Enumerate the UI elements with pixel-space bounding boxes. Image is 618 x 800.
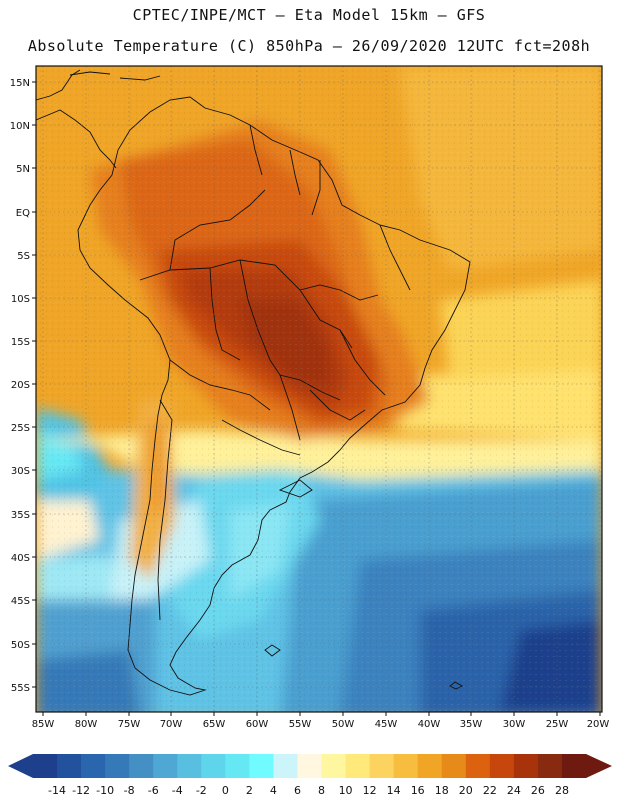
longitude-labels: 85W 80W 75W 70W 65W 60W 55W 50W 45W 40W … <box>32 719 610 730</box>
lat-label: 40S <box>11 553 30 564</box>
lat-label: 15N <box>10 78 30 89</box>
colorbar-label: -2 <box>196 784 207 797</box>
lat-label: 5N <box>16 164 30 175</box>
colorbar-swatch <box>465 754 491 778</box>
colorbar-label: -6 <box>148 784 159 797</box>
lat-label: 5S <box>17 251 30 262</box>
colorbar-low-arrow <box>8 754 33 778</box>
colorbar-swatch <box>393 754 419 778</box>
colorbar-label: 28 <box>555 784 569 797</box>
colorbar-swatch <box>417 754 443 778</box>
colorbar-label: 8 <box>318 784 325 797</box>
colorbar-swatch <box>297 754 323 778</box>
colorbar-swatch <box>537 754 563 778</box>
colorbar-swatch <box>57 754 82 778</box>
colorbar-label: 22 <box>483 784 497 797</box>
colorbar-label: 14 <box>387 784 401 797</box>
colorbar-swatch <box>321 754 347 778</box>
colorbar-swatch <box>225 754 250 778</box>
lat-label: 55S <box>11 683 30 694</box>
colorbar-label: 4 <box>270 784 277 797</box>
lon-label: 75W <box>118 719 141 730</box>
colorbar-swatch <box>81 754 106 778</box>
colorbar-label: 12 <box>363 784 377 797</box>
lon-label: 80W <box>75 719 98 730</box>
colorbar-swatch <box>201 754 226 778</box>
map-frame <box>35 65 603 713</box>
colorbar-swatch <box>345 754 371 778</box>
lon-label: 55W <box>289 719 312 730</box>
lon-label: 45W <box>375 719 398 730</box>
colorbar-label: 24 <box>507 784 521 797</box>
map-title-model: CPTEC/INPE/MCT – Eta Model 15km – GFS <box>132 6 486 24</box>
colorbar-label: 2 <box>246 784 253 797</box>
lat-label: 35S <box>11 510 30 521</box>
lat-label: 10N <box>10 121 30 132</box>
colorbar-swatch <box>369 754 395 778</box>
lat-label: 10S <box>11 294 30 305</box>
colorbar-swatch <box>153 754 178 778</box>
lon-label: 25W <box>546 719 569 730</box>
colorbar-label: 10 <box>339 784 353 797</box>
lon-label: 35W <box>460 719 483 730</box>
lon-label: 20W <box>587 719 610 730</box>
latitude-labels: 15N 10N 5N EQ 5S 10S 15S 20S 25S 30S 35S… <box>10 78 30 694</box>
lon-label: 85W <box>32 719 55 730</box>
colorbar-label: 0 <box>222 784 229 797</box>
colorbar-label: 6 <box>294 784 301 797</box>
colorbar-label: 16 <box>411 784 425 797</box>
lon-label: 50W <box>332 719 355 730</box>
colorbar-swatch <box>561 754 587 778</box>
lat-label: 25S <box>11 423 30 434</box>
colorbar-swatch <box>105 754 130 778</box>
lon-label: 30W <box>503 719 526 730</box>
colorbar-swatch <box>129 754 154 778</box>
colorbar-label: 26 <box>531 784 545 797</box>
lat-label: 30S <box>11 466 30 477</box>
colorbar-label: 18 <box>435 784 449 797</box>
temperature-field <box>36 66 602 712</box>
colorbar-label: -12 <box>72 784 90 797</box>
colorbar-label: 20 <box>459 784 473 797</box>
coastlines <box>36 69 471 696</box>
lat-label: 15S <box>11 337 30 348</box>
colorbar-swatch <box>273 754 298 778</box>
lon-label: 70W <box>160 719 183 730</box>
lat-label: EQ <box>16 208 30 219</box>
lat-label: 50S <box>11 640 30 651</box>
lon-label: 65W <box>203 719 226 730</box>
colorbar-swatch <box>513 754 539 778</box>
lon-label: 40W <box>418 719 441 730</box>
colorbar-swatch <box>441 754 467 778</box>
colorbar-swatch <box>33 754 58 778</box>
colorbar-label: -14 <box>48 784 66 797</box>
lat-label: 20S <box>11 380 30 391</box>
colorbar-swatch <box>177 754 202 778</box>
colorbar-label: -10 <box>96 784 114 797</box>
lon-label: 60W <box>246 719 269 730</box>
colorbar-swatch <box>489 754 515 778</box>
colorbar-high-arrow <box>586 754 612 778</box>
tick-marks <box>32 81 601 716</box>
colorbar: -14 -12 -10 -8 -6 -4 -2 0 2 4 6 8 10 12 14 16 18 20 22 24 26… <box>8 754 612 797</box>
map-title-variable: Absolute Temperature (C) 850hPa – 26/09/… <box>27 37 591 55</box>
colorbar-swatch <box>249 754 274 778</box>
colorbar-label: -4 <box>172 784 183 797</box>
lat-label: 45S <box>11 596 30 607</box>
colorbar-label: -8 <box>124 784 135 797</box>
